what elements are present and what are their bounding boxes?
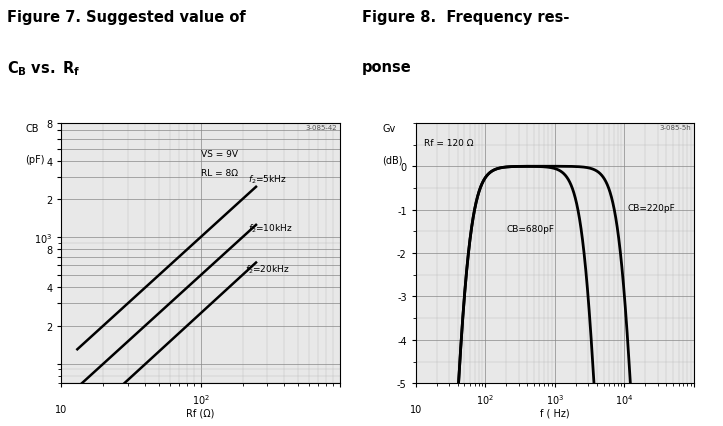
Text: RL = 8Ω: RL = 8Ω bbox=[201, 169, 238, 178]
Text: $f_2$=20kHz: $f_2$=20kHz bbox=[246, 263, 290, 276]
Text: (dB): (dB) bbox=[382, 155, 403, 165]
Text: $f_2$=10kHz: $f_2$=10kHz bbox=[248, 222, 293, 235]
Text: CB=680pF: CB=680pF bbox=[506, 225, 555, 234]
Text: 10: 10 bbox=[56, 404, 67, 414]
Text: VS = 9V: VS = 9V bbox=[201, 150, 238, 158]
Text: CB: CB bbox=[25, 124, 39, 133]
Text: ponse: ponse bbox=[362, 60, 411, 75]
Text: $\mathbf{C_B}$$\mathbf{\ vs.\ R_f}$: $\mathbf{C_B}$$\mathbf{\ vs.\ R_f}$ bbox=[7, 60, 80, 78]
Text: 3-085-42: 3-085-42 bbox=[305, 125, 337, 131]
X-axis label: f ( Hz): f ( Hz) bbox=[540, 408, 570, 417]
Text: Figure 8.  Frequency res-: Figure 8. Frequency res- bbox=[362, 10, 569, 25]
Text: (pF): (pF) bbox=[25, 155, 45, 165]
Text: Figure 7. Suggested value of: Figure 7. Suggested value of bbox=[7, 10, 246, 25]
X-axis label: Rf (Ω): Rf (Ω) bbox=[187, 408, 215, 417]
Text: Rf = 120 Ω: Rf = 120 Ω bbox=[424, 139, 473, 148]
Text: $f_2$=5kHz: $f_2$=5kHz bbox=[248, 173, 287, 185]
Text: Gv: Gv bbox=[382, 124, 395, 133]
Text: 10: 10 bbox=[410, 404, 422, 414]
Text: 3-085-5h: 3-085-5h bbox=[659, 125, 691, 131]
Text: CB=220pF: CB=220pF bbox=[628, 203, 675, 212]
